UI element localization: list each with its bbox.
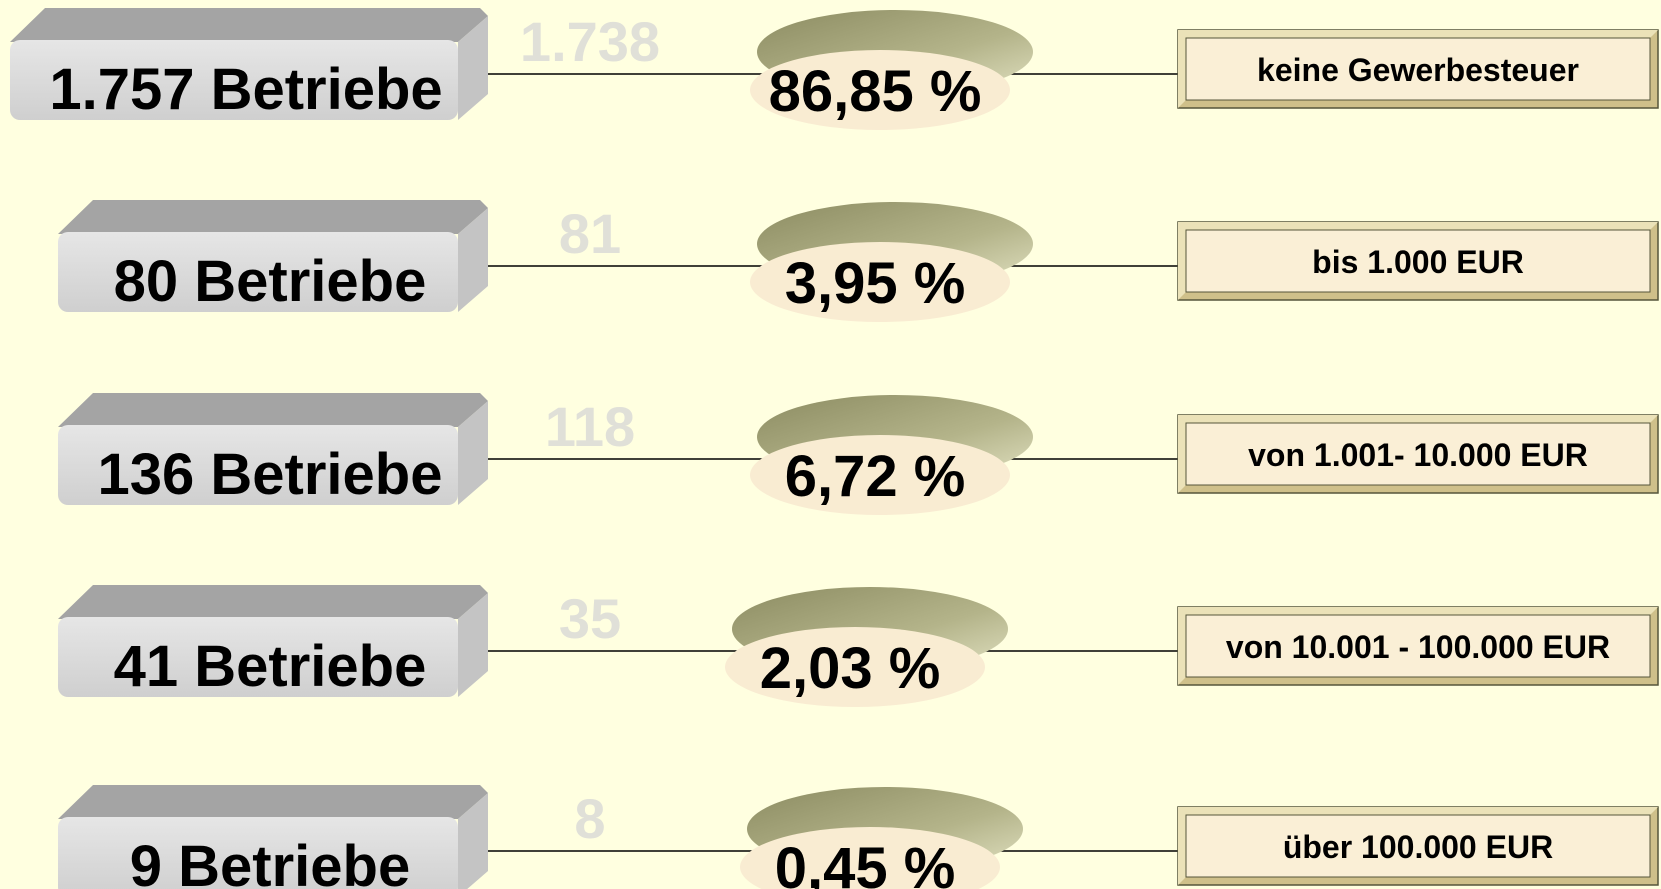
business-count: 41 Betriebe xyxy=(114,634,427,699)
range-inner xyxy=(1185,229,1651,293)
previous-count: 35 xyxy=(559,587,621,650)
range-inner xyxy=(1185,37,1651,101)
block-front xyxy=(58,617,458,697)
block-front xyxy=(58,817,458,889)
range-inner xyxy=(1185,614,1651,678)
range-inner xyxy=(1185,422,1651,486)
lens-face xyxy=(750,242,1010,322)
block-top xyxy=(58,785,488,819)
tax-range: von 1.001- 10.000 EUR xyxy=(1248,437,1588,473)
block-top xyxy=(10,8,488,42)
lens-face xyxy=(740,827,1000,889)
block-top xyxy=(58,585,488,619)
block-top xyxy=(58,393,488,427)
tax-range: keine Gewerbesteuer xyxy=(1257,52,1579,88)
range-inner xyxy=(1185,814,1651,878)
previous-count: 118 xyxy=(545,395,635,458)
business-count: 9 Betriebe xyxy=(130,834,410,889)
block-side xyxy=(458,208,488,312)
tax-range: von 10.001 - 100.000 EUR xyxy=(1226,629,1610,665)
block-top xyxy=(58,200,488,234)
tax-range: über 100.000 EUR xyxy=(1283,829,1553,865)
block-side xyxy=(458,793,488,889)
tax-range: bis 1.000 EUR xyxy=(1312,244,1524,280)
percent: 86,85 % xyxy=(769,59,982,124)
percent: 6,72 % xyxy=(785,444,966,509)
block-side xyxy=(458,16,488,120)
percent: 3,95 % xyxy=(785,251,966,316)
previous-count: 1.738 xyxy=(520,10,660,73)
block-side xyxy=(458,401,488,505)
block-side xyxy=(458,593,488,697)
lens-face xyxy=(750,435,1010,515)
lens-face xyxy=(750,50,1010,130)
block-front xyxy=(10,40,458,120)
block-front xyxy=(58,425,458,505)
block-front xyxy=(58,232,458,312)
percent: 0,45 % xyxy=(775,836,956,889)
business-count: 1.757 Betriebe xyxy=(49,57,442,122)
business-count: 136 Betriebe xyxy=(98,442,443,507)
business-count: 80 Betriebe xyxy=(114,249,427,314)
previous-count: 81 xyxy=(559,202,621,265)
previous-count: 8 xyxy=(574,787,605,850)
percent: 2,03 % xyxy=(760,636,941,701)
lens-face xyxy=(725,627,985,707)
